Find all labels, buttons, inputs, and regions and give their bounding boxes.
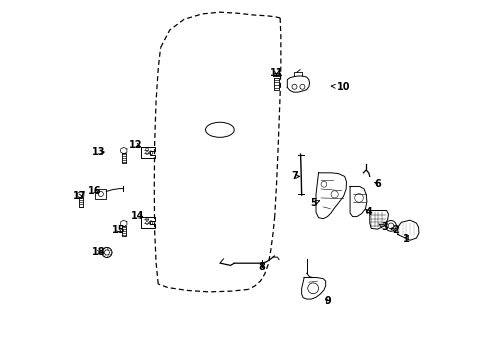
Text: 13: 13 — [92, 147, 105, 157]
Text: 18: 18 — [92, 247, 105, 257]
Text: 8: 8 — [259, 262, 266, 272]
Text: 5: 5 — [310, 198, 319, 208]
Text: 16: 16 — [88, 186, 102, 196]
Text: 1: 1 — [403, 234, 410, 244]
Text: 4: 4 — [366, 207, 372, 217]
Text: 2: 2 — [392, 225, 399, 235]
Text: 7: 7 — [292, 171, 299, 181]
Text: 9: 9 — [324, 296, 331, 306]
Text: 11: 11 — [270, 68, 283, 78]
Text: 17: 17 — [73, 191, 86, 201]
Text: 3: 3 — [379, 222, 388, 232]
Text: 12: 12 — [129, 140, 143, 150]
Text: 15: 15 — [112, 225, 125, 235]
Text: 14: 14 — [131, 211, 145, 221]
Text: 6: 6 — [374, 179, 381, 189]
Text: 10: 10 — [331, 82, 350, 92]
